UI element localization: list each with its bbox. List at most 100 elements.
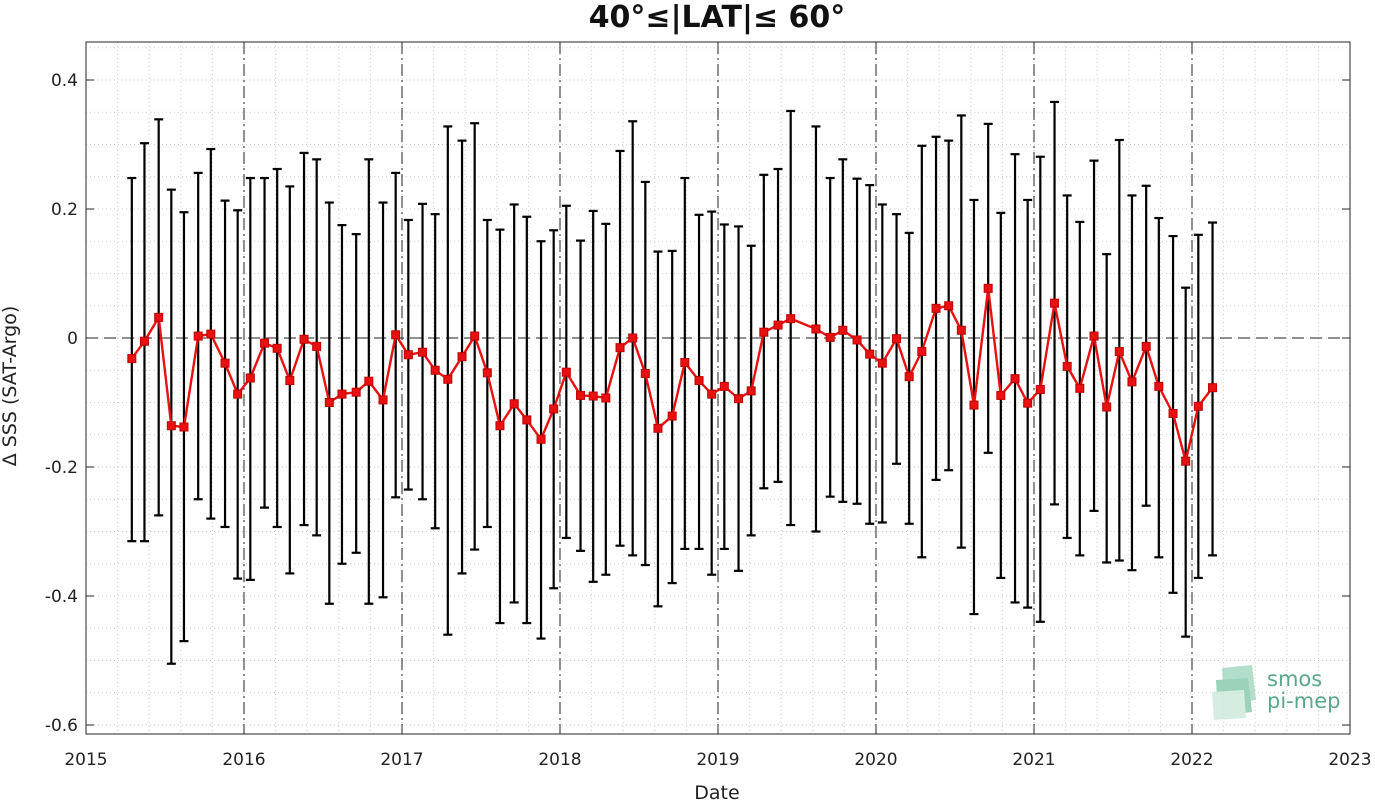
data-series: [127, 283, 1218, 466]
data-point-marker: [179, 422, 189, 432]
data-point-marker: [206, 329, 216, 339]
data-point-marker: [640, 368, 650, 378]
axes: [85, 41, 1351, 735]
data-point-marker: [944, 301, 954, 311]
logo-mark-icon: [1212, 665, 1256, 720]
data-point-marker: [917, 347, 927, 357]
data-point-marker: [509, 399, 519, 409]
data-point-marker: [324, 398, 334, 407]
y-tick-label: 0: [67, 329, 78, 349]
data-point-marker: [522, 415, 532, 425]
data-point-marker: [811, 324, 821, 334]
x-tick-label: 2022: [1170, 750, 1213, 770]
data-point-marker: [457, 352, 467, 362]
data-point-marker: [852, 335, 862, 345]
data-point-marker: [1089, 331, 1099, 341]
data-point-marker: [430, 365, 440, 375]
data-point-marker: [707, 389, 717, 399]
data-point-marker: [1208, 383, 1218, 393]
data-point-marker: [838, 325, 848, 335]
data-point-marker: [931, 303, 941, 313]
data-point-marker: [536, 434, 546, 444]
y-axis-label: Δ SSS (SAT-Argo): [0, 306, 21, 466]
data-point-marker: [1168, 408, 1178, 418]
y-tick-labels: 0.4 0.2 0 -0.2 -0.4 -0.6: [45, 71, 78, 736]
smos-pi-mep-logo: smos pi-mep: [1212, 665, 1340, 720]
data-point-marker: [1023, 398, 1033, 408]
data-point-marker: [470, 331, 480, 341]
y-tick-label: -0.4: [45, 587, 78, 607]
data-point-marker: [1062, 361, 1072, 371]
data-point-marker: [285, 376, 295, 386]
data-point-marker: [773, 320, 783, 330]
data-point-marker: [892, 334, 902, 344]
logo-text-pi-mep: pi-mep: [1267, 689, 1340, 713]
data-point-marker: [865, 349, 875, 359]
x-tick-label: 2021: [1012, 750, 1055, 770]
data-point-marker: [561, 367, 571, 377]
data-point-marker: [1102, 402, 1112, 412]
x-tick-label: 2017: [380, 750, 423, 770]
x-tick-label: 2019: [696, 750, 739, 770]
data-point-marker: [746, 386, 756, 396]
data-point-marker: [154, 312, 164, 322]
data-point-marker: [680, 358, 690, 368]
data-point-marker: [1114, 347, 1124, 357]
data-point-marker: [260, 338, 270, 348]
data-point-marker: [482, 368, 492, 378]
data-point-marker: [719, 381, 729, 391]
data-point-marker: [549, 404, 559, 414]
data-point-marker: [272, 343, 282, 353]
data-point-marker: [193, 331, 203, 341]
data-point-marker: [786, 314, 796, 324]
data-point-marker: [391, 330, 401, 340]
data-point-marker: [364, 376, 374, 386]
data-point-marker: [969, 400, 979, 410]
data-point-marker: [495, 421, 505, 431]
logo-text-smos: smos: [1267, 667, 1322, 691]
data-point-marker: [1154, 381, 1164, 391]
data-point-marker: [1193, 401, 1203, 411]
data-point-marker: [1181, 456, 1191, 466]
series-line: [130, 287, 1214, 463]
data-point-marker: [337, 389, 347, 399]
data-point-marker: [1141, 341, 1151, 351]
x-tick-label: 2018: [538, 750, 581, 770]
data-point-marker: [825, 332, 835, 342]
x-tick-label: 2023: [1328, 750, 1371, 770]
data-point-marker: [996, 390, 1006, 400]
data-point-marker: [734, 394, 744, 404]
data-point-marker: [1035, 385, 1045, 395]
data-point-marker: [877, 358, 887, 368]
data-point-marker: [378, 395, 388, 405]
x-tick-label: 2016: [222, 750, 265, 770]
data-point-marker: [233, 389, 243, 399]
data-point-marker: [667, 411, 677, 421]
data-point-marker: [601, 393, 611, 403]
data-point-marker: [443, 374, 453, 384]
data-point-marker: [166, 421, 176, 431]
data-point-marker: [418, 347, 428, 357]
data-point-marker: [1127, 377, 1137, 387]
data-point-marker: [1075, 383, 1085, 393]
data-point-marker: [351, 387, 361, 397]
x-tick-label: 2015: [64, 750, 107, 770]
data-point-marker: [956, 325, 966, 335]
data-point-marker: [576, 390, 586, 400]
data-point-marker: [694, 376, 704, 386]
chart-title: 40°≤|LAT|≤ 60°: [589, 0, 846, 35]
x-tick-labels: 2015 2016 2017 2018 2019 2020 2021 2022 2023: [64, 750, 1371, 770]
data-point-marker: [245, 373, 255, 383]
y-tick-label: -0.6: [45, 716, 78, 736]
data-point-marker: [653, 423, 663, 433]
data-point-marker: [1010, 374, 1020, 384]
x-tick-label: 2020: [854, 750, 897, 770]
data-point-marker: [139, 336, 149, 346]
x-axis-label: Date: [694, 782, 739, 801]
data-point-marker: [312, 341, 322, 351]
data-point-marker: [759, 327, 769, 337]
data-point-marker: [615, 343, 625, 353]
y-tick-label: 0.4: [51, 71, 78, 91]
y-tick-label: -0.2: [45, 458, 78, 478]
